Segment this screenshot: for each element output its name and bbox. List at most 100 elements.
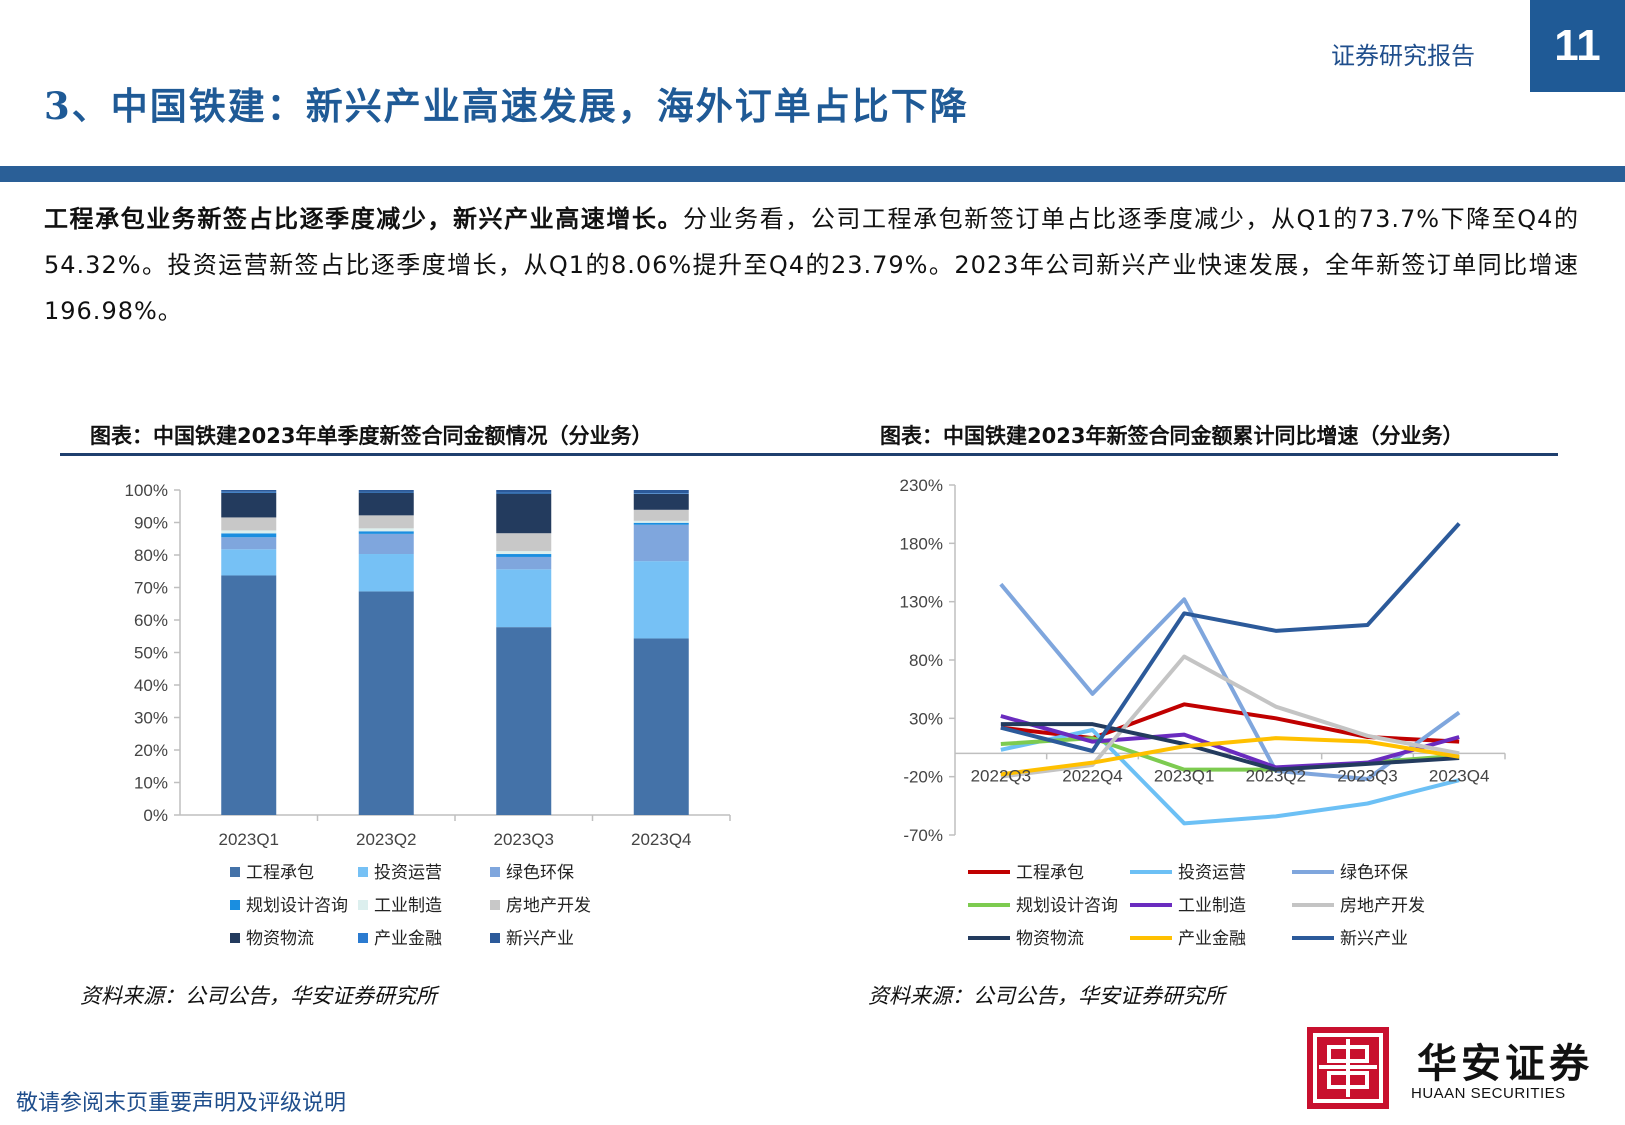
legend-swatch — [358, 933, 368, 943]
x-tick-label: 2023Q4 — [1429, 766, 1490, 785]
bar-segment — [633, 638, 689, 815]
x-tick-label: 2022Q4 — [1062, 766, 1123, 785]
bar-segment — [496, 569, 552, 628]
bar-segment — [358, 528, 414, 532]
bar-segment — [221, 491, 277, 493]
series-line — [1000, 522, 1461, 753]
legend-label: 投资运营 — [374, 863, 442, 883]
bar-segment — [221, 575, 277, 815]
legend-swatch — [358, 867, 368, 877]
bar-segment — [496, 492, 552, 494]
legend-label: 规划设计咨询 — [1016, 896, 1118, 916]
bar-segment — [633, 520, 689, 523]
report-label: 证券研究报告 — [1331, 42, 1475, 70]
bar-segment — [221, 537, 277, 550]
bar-segment — [358, 533, 414, 555]
series-line — [1000, 736, 1460, 777]
bar-segment — [358, 491, 414, 493]
bar-segment — [221, 490, 277, 492]
legend-label: 工业制造 — [374, 896, 442, 916]
y-tick-label: 30% — [909, 709, 943, 728]
x-tick-label: 2023Q2 — [1246, 766, 1307, 785]
logo-chinese-name: 华安证券 — [1417, 1040, 1593, 1087]
figure-title-rule — [60, 453, 1558, 456]
y-tick-label: 80% — [134, 546, 168, 565]
legend-label: 产业金融 — [1178, 929, 1246, 949]
legend-label: 绿色环保 — [506, 863, 574, 883]
legend-label: 物资物流 — [246, 929, 314, 949]
legend-swatch — [230, 900, 240, 910]
body-lead: 工程承包业务新签占比逐季度减少，新兴产业高速增长。 — [44, 205, 684, 233]
y-tick-label: 70% — [134, 579, 168, 598]
series-line — [1000, 722, 1460, 772]
page-number: 11 — [1530, 0, 1625, 92]
y-tick-label: 130% — [900, 593, 943, 612]
bar-segment — [358, 492, 414, 516]
y-tick-label: 80% — [909, 651, 943, 670]
bar-segment — [496, 556, 552, 570]
bar-segment — [633, 524, 689, 562]
bar-segment — [633, 509, 689, 521]
y-tick-label: -20% — [903, 768, 943, 787]
y-tick-label: 50% — [134, 644, 168, 663]
x-tick-label: 2023Q3 — [1337, 766, 1398, 785]
legend-swatch — [358, 900, 368, 910]
legend-label: 规划设计咨询 — [246, 896, 348, 916]
bar-segment — [496, 627, 552, 815]
y-tick-label: -70% — [903, 826, 943, 845]
disclaimer-note: 敬请参阅末页重要声明及评级说明 — [16, 1091, 347, 1116]
y-tick-label: 30% — [134, 709, 168, 728]
y-tick-label: 100% — [125, 481, 168, 500]
y-tick-label: 20% — [134, 741, 168, 760]
bar-segment — [633, 522, 689, 525]
legend-label: 产业金融 — [374, 929, 442, 949]
y-tick-label: 60% — [134, 611, 168, 630]
company-logo: 华安证券 HUAAN SECURITIES — [1307, 1025, 1607, 1113]
body-text: 分业务看，公司工程承包新签订单占比逐季度减少，从Q1的73.7%下降至Q4的54… — [44, 205, 1580, 325]
legend-swatch — [490, 900, 500, 910]
y-tick-label: 10% — [134, 774, 168, 793]
bar-segment — [633, 493, 689, 510]
bar-segment — [496, 551, 552, 555]
bar-segment — [221, 549, 277, 576]
x-tick-label: 2023Q1 — [219, 830, 280, 849]
stacked-bar-chart: 0% 10% 20% 30% 40% 50% 60% 70% 80% 90% 100% 2023Q1 2… — [125, 481, 731, 949]
left-figure-source: 资料来源：公司公告，华安证券研究所 — [80, 984, 437, 1008]
legend-swatch — [490, 933, 500, 943]
series-line — [1000, 728, 1460, 826]
bar-segment — [358, 531, 414, 534]
legend-swatch — [490, 867, 500, 877]
bar-segment — [358, 490, 414, 492]
x-tick-label: 2023Q2 — [356, 830, 417, 849]
right-figure-source: 资料来源：公司公告，华安证券研究所 — [868, 984, 1225, 1008]
x-tick-label: 2023Q4 — [631, 830, 692, 849]
bar-segment — [496, 533, 552, 552]
y-tick-label: 0% — [143, 806, 168, 825]
legend-label: 工业制造 — [1178, 896, 1246, 916]
series-line — [1000, 654, 1460, 779]
bar-segment — [496, 490, 552, 493]
legend-label: 房地产开发 — [506, 896, 591, 916]
line-chart: -70% -20% 30% 80% 130% 180% 230% 2022Q3 2022Q4 20… — [900, 476, 1506, 949]
y-tick-label: 180% — [900, 534, 943, 553]
legend-label: 新兴产业 — [1340, 929, 1408, 949]
y-tick-label: 230% — [900, 476, 943, 495]
bar-segment — [496, 554, 552, 557]
legend-label: 投资运营 — [1178, 863, 1246, 883]
legend-label: 工程承包 — [246, 863, 314, 883]
bar-segment — [633, 493, 689, 494]
bar-segment — [358, 515, 414, 529]
y-tick-label: 40% — [134, 676, 168, 695]
bar-segment — [221, 492, 277, 518]
bar-segment — [633, 490, 689, 494]
bar-segment — [221, 530, 277, 534]
legend-swatch — [230, 933, 240, 943]
series-line — [999, 582, 1461, 781]
bar-segment — [633, 561, 689, 639]
legend-swatch — [230, 867, 240, 877]
bar-segment — [221, 517, 277, 531]
seal-icon — [1307, 1027, 1389, 1109]
legend-label: 物资物流 — [1016, 929, 1084, 949]
legend-label: 房地产开发 — [1340, 896, 1425, 916]
bar-segment — [358, 591, 414, 815]
